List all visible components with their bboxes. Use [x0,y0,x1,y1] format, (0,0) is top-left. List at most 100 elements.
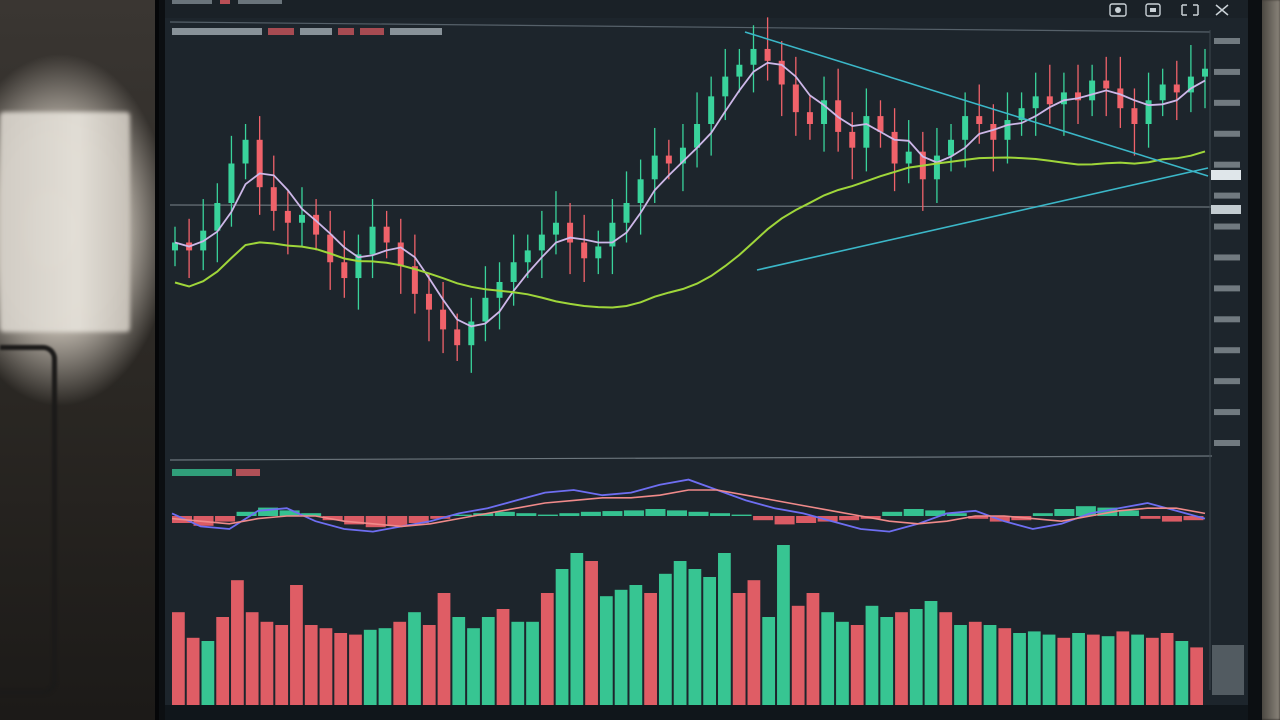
macd-hist-bar [753,516,774,521]
price-axis-label [1214,130,1240,137]
candle-body [976,116,983,124]
volume-bar [1086,634,1100,705]
volume-bar [791,605,805,705]
volume-bar [998,628,1012,705]
macd-histogram [172,506,1204,528]
volume-bar [850,625,864,705]
volume-bar [540,593,554,705]
candle-body [863,116,870,148]
volume-bar [275,625,289,705]
fast-moving-average [174,61,1206,328]
volume-bar [747,580,761,705]
candle-body [369,226,376,255]
macd-hist-bar [796,516,817,523]
price-axis-label [1214,223,1240,230]
volume-bar [349,634,362,705]
candle-body [284,210,291,223]
macd-hist-bar [903,509,924,516]
candle-body [313,214,320,235]
volume-bar [511,621,525,705]
chart-toolbar [165,0,1248,18]
candle-body [750,48,757,65]
volume-bar [1057,637,1071,705]
close-icon[interactable] [1215,4,1229,16]
candle-body [538,234,545,251]
volume-bar [290,585,303,705]
volume-bar [481,617,495,705]
volume-bar [570,553,584,705]
candle-body [440,309,447,330]
symbol-header [172,0,282,4]
volume-bar [201,641,215,705]
candle-body [877,116,884,132]
candle-body [764,48,771,61]
volume-bars [172,545,1203,705]
macd-hist-bar [710,513,731,516]
macd-hist-bar [1097,507,1118,516]
macd-hist-bar [537,514,558,516]
toolbar-icons [1109,3,1229,17]
volume-bar [599,596,613,705]
macd-hist-bar [688,511,709,516]
candle-body [948,139,955,156]
signal-line [171,489,1206,528]
candle-body [242,139,249,164]
candle-body [1004,120,1011,140]
macd-hist-bar [1161,516,1182,522]
candle-body [270,187,277,211]
candle-body [708,96,715,124]
volume-bar [1101,636,1115,705]
volume-bar [762,617,776,705]
macd-hist-bar [1032,513,1053,516]
macd-hist-bar [559,513,580,516]
resistance-trendline [744,31,1209,177]
price-axis-label [1214,316,1240,323]
macd-hist-bar [1183,516,1204,521]
candle-body [1173,84,1180,93]
panel-separator [169,455,1213,461]
candle-body [792,84,799,113]
candle-body [933,155,940,180]
window-edge [1258,0,1280,720]
volume-bar [1175,641,1189,705]
price-axis-label [1214,254,1240,261]
volume-bar [467,628,480,705]
fullscreen-icon[interactable] [1181,4,1199,16]
macd-hist-bar [279,510,300,516]
settings-icon[interactable] [1145,3,1161,17]
volume-bar [304,625,318,705]
volume-bar [895,612,908,705]
price-axis-label [1214,285,1240,292]
macd-hist-bar [623,510,644,516]
macd-hist-bar [580,511,601,516]
macd-hist-bar [322,516,343,521]
macd-hist-bar [1118,510,1139,516]
volume-bar [703,577,717,705]
volume-bar [968,621,982,705]
time-axis [165,705,1248,720]
volume-bar [363,629,377,705]
ohlc-legend [172,28,442,35]
volume-bar [172,612,185,705]
candle-body [1060,92,1067,105]
candle-body [567,222,574,243]
candle-body [214,203,221,231]
macd-hist-bar [968,516,989,519]
candle-body [990,124,997,140]
candle-body [397,242,404,267]
lamp-stand [0,345,57,695]
slow-moving-average [174,150,1206,309]
candle-body [383,226,390,243]
volume-bar [437,593,451,705]
candle-body [1117,88,1124,109]
candle-body [665,155,672,164]
volume-bar [452,617,466,705]
camera-icon[interactable] [1109,3,1127,17]
volume-bar [836,621,849,705]
volume-bar [1027,631,1041,705]
macd-hist-bar [666,510,687,516]
candle-body [341,262,348,279]
price-axis-label [1214,378,1240,385]
macd-hist-bar [408,516,429,523]
